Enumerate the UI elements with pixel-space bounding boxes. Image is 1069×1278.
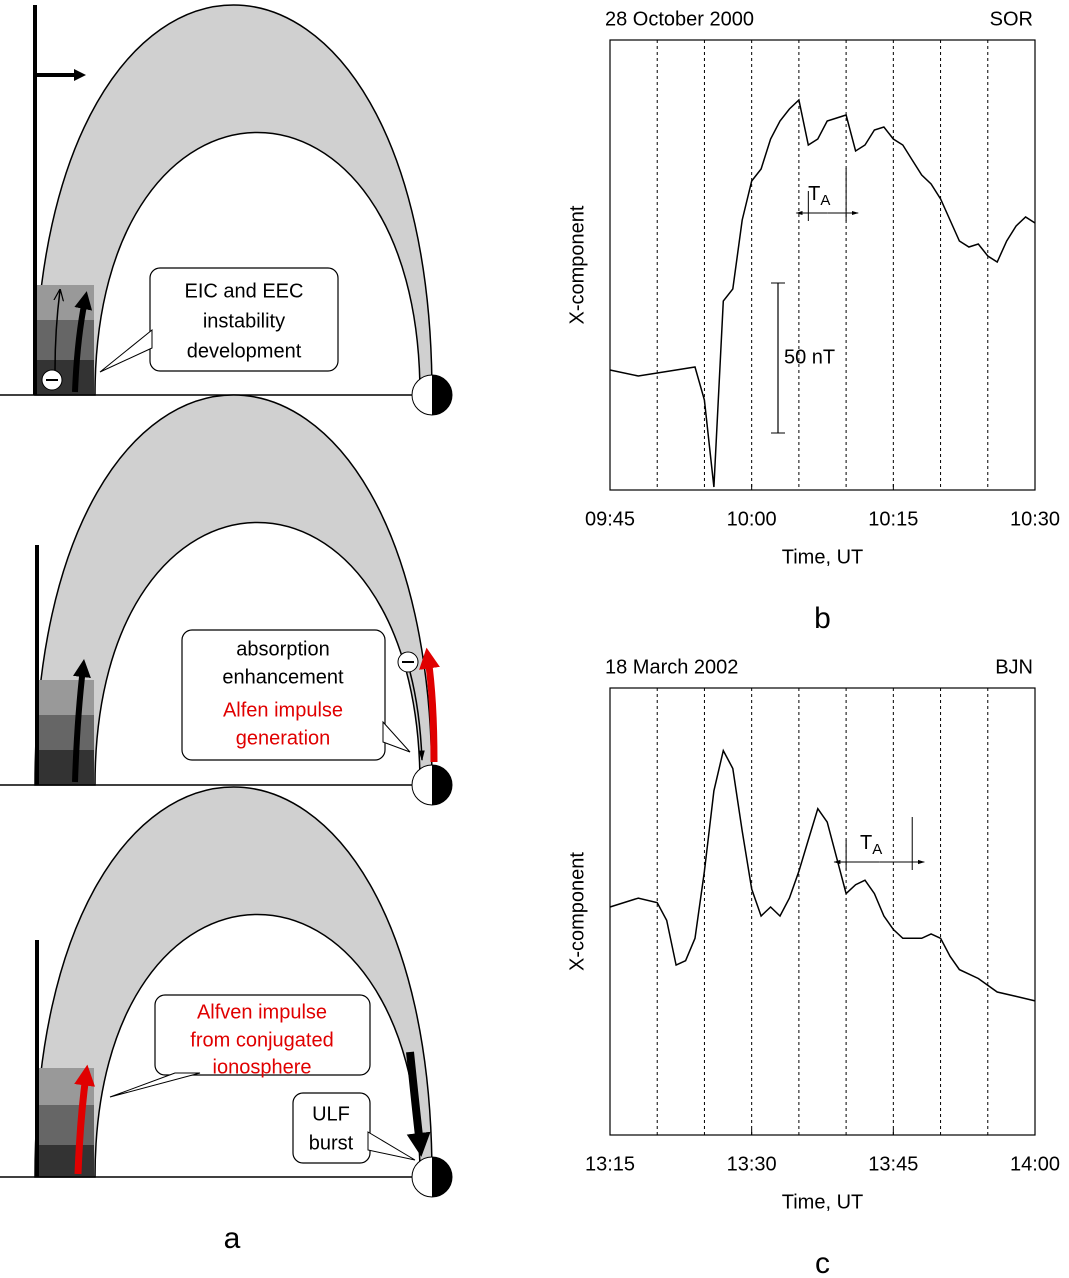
diagram-middle: absorption enhancement Alfen impulse gen… (0, 394, 453, 806)
x-tick-label: 14:00 (1010, 1153, 1060, 1175)
period-subscript: A (820, 192, 830, 209)
callout-text: absorption (236, 638, 329, 660)
x-axis-label: Time, UT (782, 546, 863, 568)
scale-bar-label: 50 nT (784, 346, 835, 368)
y-axis-label: X-component (566, 205, 588, 324)
y-axis-label: X-component (566, 852, 588, 971)
earth-night (432, 765, 452, 805)
period-subscript: A (872, 841, 882, 858)
diagram-bottom: Alfven impulse from conjugated ionospher… (0, 786, 453, 1198)
period-symbol: T (808, 183, 820, 205)
period-symbol: T (860, 832, 872, 854)
callout-pointer (109, 1072, 201, 1098)
plot-frame (609, 39, 1036, 491)
callout (154, 994, 371, 1076)
chart-title: 28 October 2000 (605, 8, 754, 30)
callout (292, 1092, 371, 1164)
callout-text: enhancement (222, 666, 344, 688)
panel-label: b (814, 602, 831, 635)
callout (181, 629, 386, 761)
callout-text: generation (236, 727, 331, 749)
callout-pointer (382, 720, 411, 753)
callout-text: Alfven impulse (197, 1001, 327, 1023)
data-line (609, 748, 1036, 1002)
flux-tube (34, 394, 433, 786)
layer (36, 1145, 94, 1177)
data-line (609, 98, 1036, 488)
panel-label: a (224, 1222, 241, 1255)
x-tick-label: 10:30 (1010, 508, 1060, 530)
panel-label: c (815, 1247, 830, 1278)
station: SOR (990, 8, 1033, 30)
arrow (55, 290, 60, 371)
period-label: TA (860, 832, 882, 858)
x-tick-label: 13:45 (868, 1153, 918, 1175)
arrow (72, 291, 93, 393)
diagram-top: EIC and EEC instability development (0, 4, 453, 416)
period-label: TA (808, 183, 830, 209)
x-tick-label: 09:45 (585, 508, 635, 530)
arrow (406, 1051, 431, 1157)
earth-night (432, 375, 452, 415)
arrow (419, 647, 440, 763)
callout-text: EIC and EEC (185, 280, 304, 302)
callout-text: Alfen impulse (223, 699, 343, 721)
layer (36, 750, 94, 785)
chart-title: 18 March 2002 (605, 656, 738, 678)
callout-text: ULF (312, 1103, 350, 1125)
callout-text: development (187, 340, 302, 362)
x-tick-label: 10:00 (727, 508, 777, 530)
arrow (409, 671, 425, 762)
x-tick-label: 10:15 (868, 508, 918, 530)
callout-text: instability (203, 310, 285, 332)
callout-pointer (367, 1131, 416, 1161)
earth-night (432, 1157, 452, 1197)
callout (149, 267, 339, 372)
callout-text: from conjugated (190, 1029, 333, 1051)
arrow (72, 659, 91, 783)
station: BJN (995, 656, 1033, 678)
x-axis-label: Time, UT (782, 1191, 863, 1213)
flux-tube (34, 4, 433, 396)
callout-text: burst (309, 1132, 354, 1154)
callout-pointer (99, 328, 153, 373)
flux-tube (34, 786, 433, 1178)
x-tick-label: 13:30 (727, 1153, 777, 1175)
callout-text: ionosphere (213, 1056, 312, 1078)
arrow (74, 1064, 96, 1175)
plot-frame (609, 687, 1036, 1136)
x-tick-label: 13:15 (585, 1153, 635, 1175)
